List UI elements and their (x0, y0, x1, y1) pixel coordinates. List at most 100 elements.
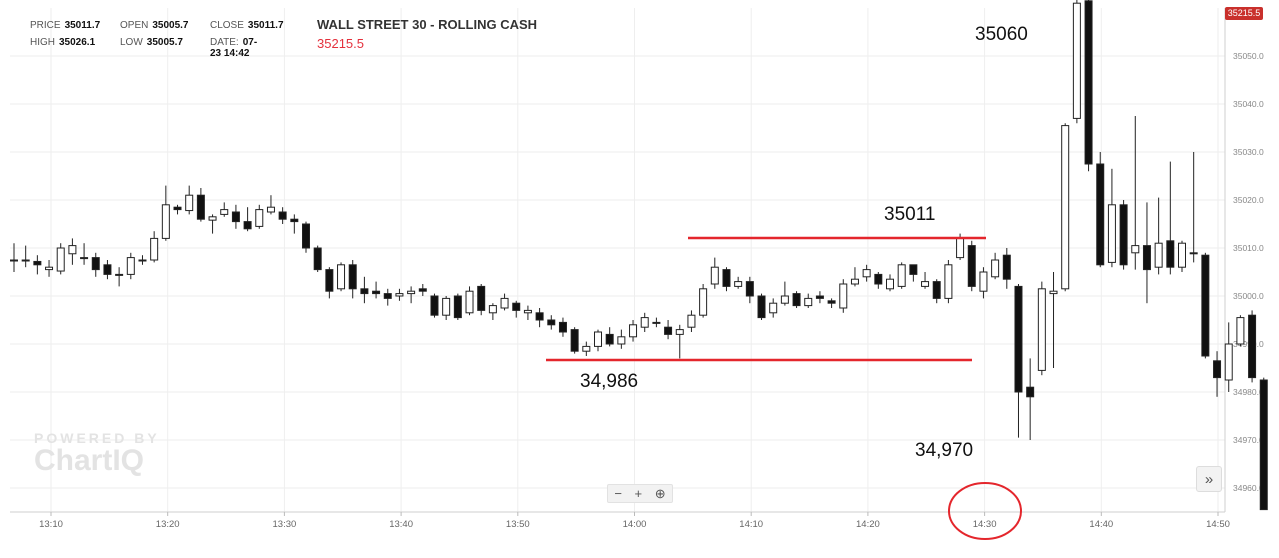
candle-body-down (967, 245, 976, 287)
x-tick-label: 13:30 (273, 519, 297, 530)
annotation-range-top-label: 35011 (884, 204, 936, 225)
y-tick-label: 35000.0 (1233, 291, 1264, 301)
candle-body-up (1061, 125, 1070, 290)
watermark-line2: ChartIQ (34, 444, 145, 477)
candle-body-down (1002, 254, 1011, 280)
zoom-controls: − + ⊕ (607, 484, 673, 503)
candle-body-up (1049, 290, 1058, 295)
candle (103, 260, 112, 280)
hud-close: CLOSE 35011.7 (210, 20, 284, 31)
hud-date-label: DATE: (210, 37, 239, 48)
x-tick-label: 14:50 (1206, 519, 1230, 530)
candle-body-up (675, 329, 684, 335)
candle (500, 293, 509, 311)
candle-body-down (1142, 245, 1151, 271)
x-tick-label: 13:50 (506, 519, 530, 530)
candle (80, 243, 89, 265)
candle-body-down (348, 264, 357, 290)
x-axis: 13:10 13:20 13:30 13:40 13:50 14:00 14:10 14:20… (10, 511, 1230, 530)
candle (722, 267, 731, 292)
candle (582, 341, 591, 356)
candle (325, 267, 334, 299)
candle-body-down (278, 211, 287, 220)
candle-body-up (208, 216, 217, 221)
candle-body-up (45, 266, 54, 271)
candle-body-down (383, 293, 392, 299)
candle-body-up (465, 290, 474, 314)
annotation-range-bottom-label: 34,986 (580, 371, 639, 392)
candle (185, 185, 194, 215)
candle-body-down (1084, 0, 1093, 165)
candle (255, 204, 264, 229)
candle-body-up (944, 264, 953, 299)
candle (407, 286, 416, 304)
candle-body-up (1072, 2, 1081, 119)
candle-body-up (220, 209, 229, 215)
candle (161, 185, 170, 241)
y-tick-label: 35020.0 (1233, 195, 1264, 205)
zoom-in-button[interactable]: + (634, 486, 643, 501)
watermark-line1: POWERED BY (34, 430, 160, 446)
hud-low-value: 35005.7 (146, 37, 183, 48)
candle (302, 221, 310, 253)
candle (1002, 248, 1011, 289)
candle-body-down (558, 321, 567, 333)
hud-high: HIGH 35026.1 (30, 37, 95, 48)
candle (453, 293, 462, 320)
hud-low-label: LOW (120, 37, 143, 48)
candle-body-down (1119, 204, 1128, 266)
candle-body-down (372, 290, 381, 295)
candle (792, 291, 801, 308)
x-tick-label: 14:10 (739, 519, 763, 530)
candle-body-up (687, 314, 696, 328)
candle (909, 264, 918, 282)
candle (1142, 202, 1151, 304)
annotation-high-label: 35060 (975, 24, 1028, 45)
candle (1201, 252, 1210, 359)
candle-body-down (360, 288, 369, 295)
candle (266, 195, 275, 215)
scroll-to-end-button[interactable]: » (1196, 466, 1222, 492)
candle (10, 243, 18, 272)
hud-close-label: CLOSE (210, 20, 244, 31)
zoom-out-button[interactable]: − (614, 486, 622, 501)
candle (313, 245, 322, 272)
candle-body-up (780, 295, 789, 304)
candle (780, 281, 789, 306)
zoom-reset-icon[interactable]: ⊕ (654, 486, 666, 501)
candle (652, 317, 661, 328)
y-tick-label: 35030.0 (1233, 147, 1264, 157)
candle (465, 286, 474, 316)
candle (886, 274, 894, 292)
candle (442, 296, 451, 320)
candle (383, 288, 392, 306)
candle-body-up (699, 288, 708, 316)
candle-body-down (325, 269, 334, 292)
candle (558, 317, 567, 337)
candle-body-up (640, 317, 649, 328)
candle (126, 252, 135, 280)
candle-body-up (710, 266, 719, 285)
candle-body-down (196, 194, 205, 220)
candle-body-down (1166, 240, 1175, 268)
candle-body-down (430, 295, 439, 316)
x-tick-label: 13:10 (39, 519, 63, 530)
candle (944, 260, 953, 304)
candle-body-up (617, 336, 626, 345)
candle-body-up (956, 237, 965, 259)
candle-body-up (979, 271, 988, 292)
candle-body-up (500, 297, 509, 309)
candle (1014, 284, 1023, 438)
candle-body-up (337, 264, 346, 290)
candle (675, 324, 684, 359)
candle (605, 327, 614, 347)
candle (243, 207, 252, 232)
candle (115, 267, 124, 287)
candle-body-down (512, 302, 521, 311)
candle (231, 204, 240, 229)
hud-price-value: 35011.7 (64, 20, 101, 31)
candle-body-up (734, 281, 743, 287)
candle (535, 308, 544, 328)
